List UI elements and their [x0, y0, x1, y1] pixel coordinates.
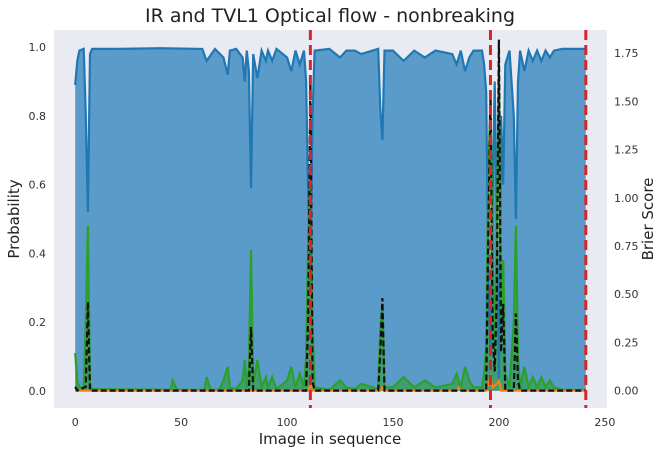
y-tick-label: 0.6	[29, 179, 47, 192]
x-tick-label: 200	[488, 416, 509, 429]
chart-title: IR and TVL1 Optical flow - nonbreaking	[145, 5, 515, 27]
y2-tick-label: 1.50	[614, 95, 639, 108]
x-tick-labels: 0 50 100 150 200 250	[72, 416, 616, 429]
y2-tick-label: 0.75	[614, 240, 639, 253]
y-axis-label: Probability	[5, 179, 23, 258]
y2-axis-label: Brier Score	[639, 178, 657, 261]
y-tick-label: 0.4	[29, 247, 47, 260]
minor-class-line	[75, 373, 586, 392]
y-tick-label: 0.0	[29, 385, 47, 398]
alt-class-line	[74, 64, 586, 392]
y-tick-label: 0.8	[29, 110, 47, 123]
y2-tick-label: 1.75	[614, 47, 639, 60]
series-layer	[74, 39, 586, 393]
break-lines	[308, 30, 588, 408]
y-tick-label: 1.0	[29, 41, 47, 54]
y-tick-labels: 0.0 0.2 0.4 0.6 0.8 1.0	[29, 41, 47, 398]
x-tick-label: 250	[594, 416, 615, 429]
y2-tick-label: 1.25	[614, 144, 639, 157]
probability-area	[75, 48, 586, 391]
x-tick-label: 0	[72, 416, 79, 429]
y2-tick-labels: 0.00 0.25 0.50 0.75 1.00 1.25 1.50 1.75	[614, 47, 639, 398]
y-tick-label: 0.2	[29, 316, 47, 329]
x-tick-label: 100	[277, 416, 298, 429]
x-axis-label: Image in sequence	[259, 430, 401, 448]
y2-tick-label: 1.00	[614, 192, 639, 205]
probability-line	[74, 46, 586, 384]
y2-tick-label: 0.25	[614, 336, 639, 349]
y2-tick-label: 0.50	[614, 288, 639, 301]
x-tick-label: 50	[174, 416, 188, 429]
x-tick-label: 150	[383, 416, 404, 429]
brier-score-line	[74, 39, 586, 393]
y2-tick-label: 0.00	[614, 385, 639, 398]
